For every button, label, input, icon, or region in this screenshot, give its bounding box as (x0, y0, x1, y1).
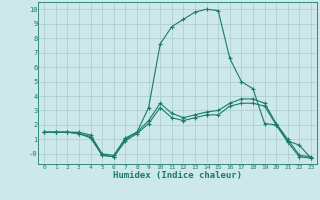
X-axis label: Humidex (Indice chaleur): Humidex (Indice chaleur) (113, 171, 242, 180)
